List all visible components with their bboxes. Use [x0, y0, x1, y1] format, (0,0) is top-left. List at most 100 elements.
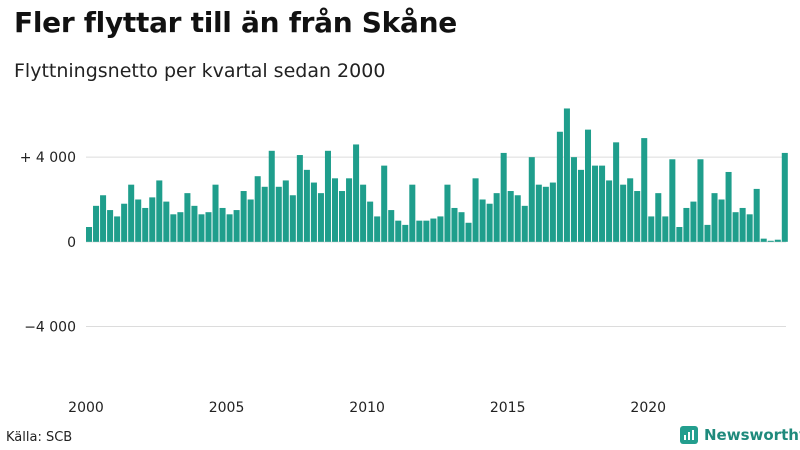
bar [514, 195, 521, 242]
bar [184, 193, 191, 242]
bar [324, 150, 331, 242]
bar [360, 184, 367, 242]
bar [254, 176, 261, 242]
bar [493, 193, 500, 242]
bar [142, 207, 149, 242]
bar [725, 171, 732, 242]
bar [704, 224, 711, 242]
bar [767, 240, 774, 242]
bar [346, 178, 353, 242]
bar [423, 220, 430, 242]
brand-name: Newsworthy [704, 426, 800, 444]
bar [310, 182, 317, 242]
bar [282, 180, 289, 242]
bar [170, 214, 177, 242]
bar [500, 152, 507, 242]
y-tick-label: 0 [67, 235, 76, 251]
bar [781, 152, 788, 242]
bar [465, 222, 472, 242]
bar [486, 203, 493, 242]
bar [676, 227, 683, 242]
bar [198, 214, 205, 242]
x-tick-label: 2005 [209, 400, 245, 416]
bar [303, 169, 310, 242]
bar [409, 184, 416, 242]
bar [592, 165, 599, 242]
bar [107, 210, 114, 242]
bar [690, 201, 697, 242]
bar [556, 131, 563, 242]
bar-chart: + 4 000 0 −4 000 2000 2005 2010 2015 2020 [20, 108, 788, 416]
bar [86, 227, 93, 242]
bar [584, 129, 592, 242]
bar [563, 108, 570, 242]
bar [226, 214, 233, 242]
bar [156, 180, 163, 242]
bar [683, 207, 690, 242]
bar [444, 184, 451, 242]
bar [634, 191, 641, 242]
bar [669, 159, 676, 242]
bar [521, 205, 528, 242]
bar [128, 184, 135, 242]
bar [472, 178, 479, 242]
bar [219, 207, 226, 242]
bar [451, 207, 458, 242]
bar [535, 184, 542, 242]
bar [479, 199, 486, 242]
bar [381, 165, 388, 242]
bar [367, 201, 374, 242]
bar [289, 195, 296, 242]
bar [261, 186, 268, 242]
bar [732, 212, 739, 242]
bar [437, 216, 444, 242]
chart-subtitle: Flyttningsnetto per kvartal sedan 2000 [14, 60, 386, 82]
x-tick-label: 2020 [630, 400, 666, 416]
bar [268, 150, 275, 242]
bar [149, 197, 156, 242]
bar [577, 169, 584, 242]
bar [416, 220, 423, 242]
bar [542, 186, 549, 242]
bar [753, 188, 760, 242]
bar [331, 178, 339, 242]
bar [613, 142, 620, 242]
bar [177, 212, 184, 242]
bar [507, 191, 514, 242]
bar [662, 216, 669, 242]
bar [121, 203, 128, 242]
bar [746, 214, 753, 242]
bar [430, 218, 437, 242]
x-tick-label: 2010 [349, 400, 385, 416]
bar [570, 157, 577, 242]
bar [114, 216, 121, 242]
bar [620, 184, 627, 242]
bar [212, 184, 219, 242]
bar [528, 157, 535, 242]
bar [240, 191, 247, 242]
brand-logo: Newsworthy [680, 426, 800, 444]
bar [599, 165, 606, 242]
bar [655, 193, 662, 242]
bar [774, 239, 781, 242]
bar [233, 210, 240, 242]
bar [739, 207, 746, 242]
bar [641, 138, 648, 242]
bar [163, 201, 170, 242]
y-tick-label: + 4 000 [20, 150, 76, 166]
source-note: Källa: SCB [6, 430, 73, 445]
bar [711, 193, 718, 242]
bar [402, 224, 409, 242]
bar [648, 216, 655, 242]
bar [353, 144, 360, 242]
bar [339, 191, 346, 242]
bar [135, 199, 142, 242]
y-tick-label: −4 000 [24, 319, 76, 335]
bar [697, 159, 704, 242]
bar [191, 205, 198, 242]
bar [93, 205, 100, 242]
x-tick-label: 2015 [490, 400, 526, 416]
chart-title: Fler flyttar till än från Skåne [14, 6, 457, 39]
bar [205, 212, 212, 242]
bar [718, 199, 725, 242]
